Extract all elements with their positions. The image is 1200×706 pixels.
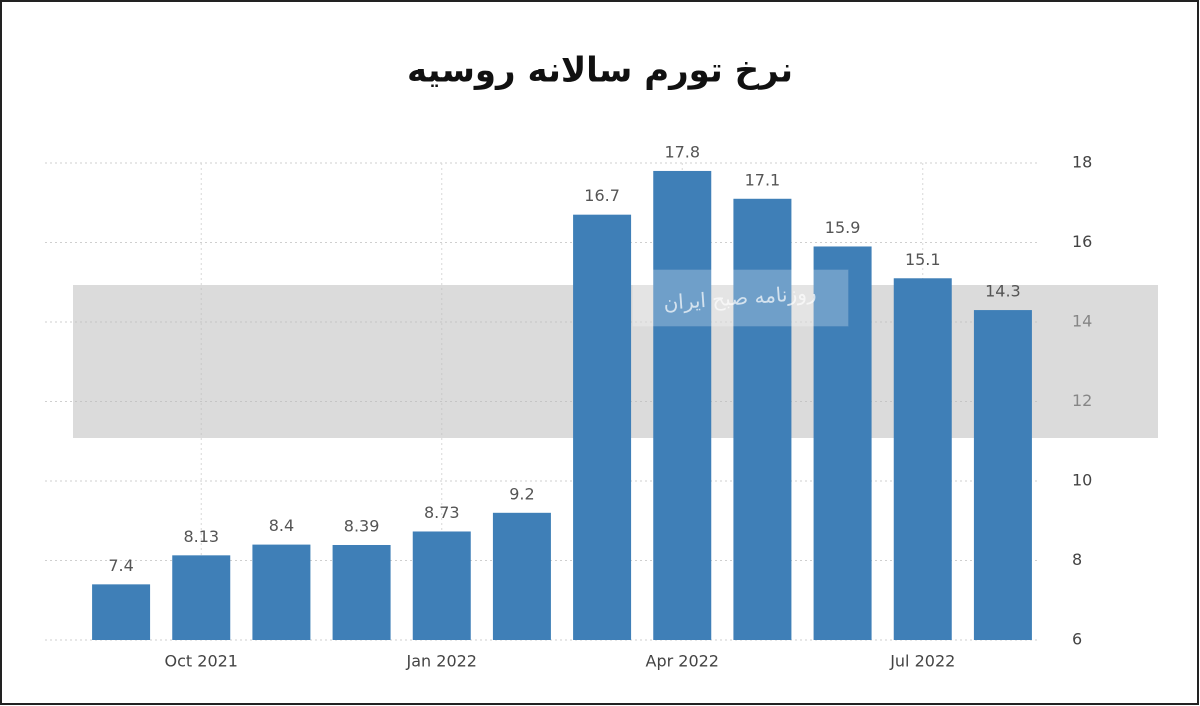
value-label: 14.3: [985, 282, 1021, 301]
value-label: 15.1: [905, 250, 941, 269]
bar: [653, 170, 712, 640]
y-tick-label: 6: [1072, 630, 1082, 649]
x-tick-label: Jan 2022: [406, 652, 477, 671]
bar: [332, 544, 391, 640]
value-label: 8.4: [269, 516, 294, 535]
value-label: 8.13: [183, 527, 219, 546]
x-tick-label: Apr 2022: [646, 652, 719, 671]
y-tick-label: 16: [1072, 232, 1092, 251]
bar: [252, 544, 311, 640]
bars: 7.4 8.13 8.4 8.39 8.73 9.2 16.7 17.8 17.1 15.9 15.…: [92, 142, 1032, 641]
y-tick-label: 8: [1072, 550, 1082, 569]
value-label: 17.1: [745, 170, 781, 189]
bar: [973, 310, 1032, 640]
chart-title: نرخ تورم سالانه روسیه: [407, 51, 793, 91]
bar: [733, 198, 792, 640]
value-label: 16.7: [584, 186, 620, 205]
x-tick-label: Oct 2021: [165, 652, 238, 671]
value-label: 8.73: [424, 503, 460, 522]
bar: [92, 584, 151, 640]
value-label: 7.4: [108, 556, 133, 575]
bar: [412, 531, 471, 640]
value-label: 8.39: [344, 516, 380, 535]
value-label: 17.8: [664, 142, 700, 161]
x-tick-label: Jul 2022: [889, 652, 955, 671]
bar: [813, 246, 872, 640]
bar: [492, 512, 551, 640]
y-tick-label: 10: [1072, 471, 1092, 490]
y-tick-label: 18: [1072, 153, 1092, 172]
bar: [573, 214, 632, 641]
bar: [893, 278, 952, 640]
value-label: 9.2: [509, 484, 534, 503]
watermark-box: [632, 269, 849, 327]
value-label: 15.9: [825, 218, 861, 237]
bar: [172, 555, 231, 640]
